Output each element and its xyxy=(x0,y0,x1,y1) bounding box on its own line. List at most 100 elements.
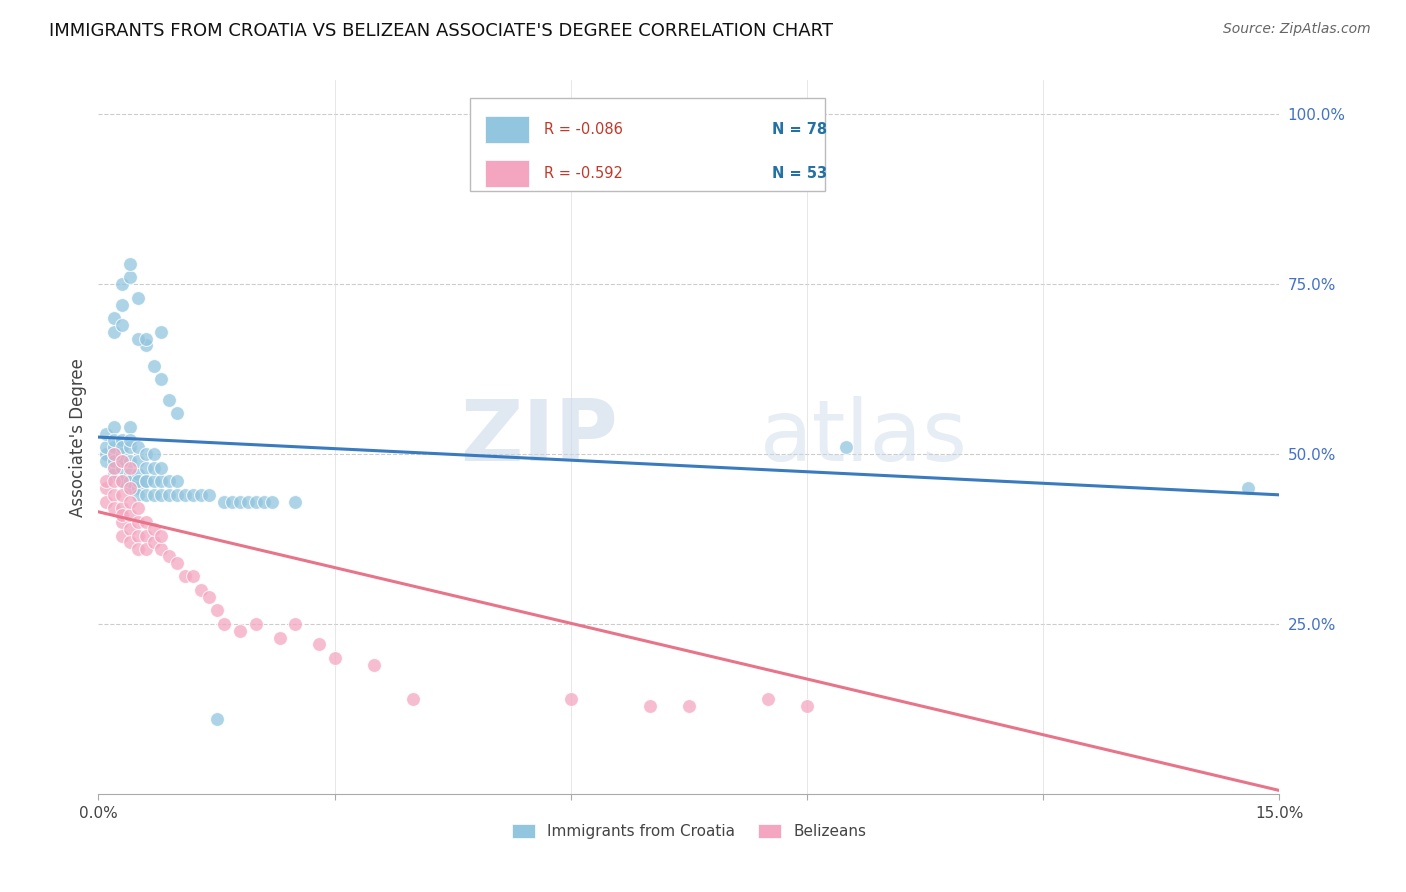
Point xyxy=(150,325,173,339)
Point xyxy=(111,460,134,475)
Point xyxy=(96,447,118,461)
Point xyxy=(221,494,243,508)
Point xyxy=(190,488,212,502)
Point xyxy=(127,475,149,489)
Point xyxy=(111,297,134,311)
Point xyxy=(118,460,141,475)
Point xyxy=(135,515,157,529)
Point xyxy=(135,488,157,502)
Point xyxy=(103,447,125,461)
Point xyxy=(127,291,149,305)
Point xyxy=(118,270,141,285)
Point xyxy=(127,332,149,346)
Text: atlas: atlas xyxy=(759,395,967,479)
Bar xyxy=(485,161,530,187)
Point xyxy=(142,522,165,536)
Point xyxy=(260,494,283,508)
Point xyxy=(135,332,157,346)
Point xyxy=(127,515,149,529)
Text: N = 53: N = 53 xyxy=(772,166,827,181)
Point xyxy=(118,434,141,448)
Point xyxy=(103,447,125,461)
Point xyxy=(111,447,134,461)
Point xyxy=(111,501,134,516)
Point xyxy=(205,603,228,617)
Point xyxy=(111,475,134,489)
Point xyxy=(103,454,125,468)
Point xyxy=(269,631,291,645)
Point xyxy=(111,440,134,454)
Point xyxy=(127,467,149,482)
Point xyxy=(111,515,134,529)
Point xyxy=(118,535,141,549)
Point xyxy=(135,475,157,489)
Point xyxy=(157,488,180,502)
Point xyxy=(150,460,173,475)
Point xyxy=(157,475,180,489)
Bar xyxy=(485,116,530,143)
Point xyxy=(118,467,141,482)
Point xyxy=(197,488,219,502)
Point xyxy=(127,454,149,468)
Point xyxy=(181,488,204,502)
Point xyxy=(127,528,149,542)
Point xyxy=(157,549,180,563)
Point xyxy=(127,440,149,454)
Point xyxy=(835,440,858,454)
Point xyxy=(103,475,125,489)
Point xyxy=(111,454,134,468)
Point xyxy=(166,556,188,570)
Point xyxy=(118,257,141,271)
Point xyxy=(205,712,228,726)
Point xyxy=(127,488,149,502)
Point xyxy=(103,501,125,516)
Point xyxy=(796,698,818,713)
Legend: Immigrants from Croatia, Belizeans: Immigrants from Croatia, Belizeans xyxy=(505,816,873,847)
Point xyxy=(142,447,165,461)
Point xyxy=(229,624,252,638)
Point xyxy=(135,338,157,352)
Point xyxy=(127,481,149,495)
Point xyxy=(142,475,165,489)
Point xyxy=(245,617,267,632)
Point xyxy=(103,467,125,482)
Point xyxy=(678,698,700,713)
Point xyxy=(103,420,125,434)
Point xyxy=(135,528,157,542)
Point xyxy=(174,488,197,502)
Point xyxy=(111,528,134,542)
Point xyxy=(756,691,779,706)
Point xyxy=(150,542,173,557)
Point xyxy=(402,691,425,706)
Point xyxy=(118,481,141,495)
Point xyxy=(135,542,157,557)
Point xyxy=(284,617,307,632)
Point xyxy=(96,426,118,441)
Point xyxy=(111,454,134,468)
Point xyxy=(118,508,141,523)
Point xyxy=(229,494,252,508)
Point xyxy=(118,481,141,495)
Point xyxy=(118,494,141,508)
Point xyxy=(111,318,134,332)
Point xyxy=(96,440,118,454)
Point xyxy=(111,508,134,523)
Point xyxy=(118,420,141,434)
Point xyxy=(118,440,141,454)
Point xyxy=(157,392,180,407)
Point xyxy=(103,311,125,326)
Point xyxy=(150,475,173,489)
Text: R = -0.592: R = -0.592 xyxy=(544,166,623,181)
Point xyxy=(150,528,173,542)
Point xyxy=(135,447,157,461)
Text: ZIP: ZIP xyxy=(460,395,619,479)
Point xyxy=(214,494,236,508)
Point xyxy=(197,590,219,604)
Point xyxy=(111,434,134,448)
Point xyxy=(174,569,197,583)
Point xyxy=(150,372,173,386)
Point xyxy=(118,475,141,489)
Point xyxy=(103,325,125,339)
Point xyxy=(181,569,204,583)
Point xyxy=(245,494,267,508)
